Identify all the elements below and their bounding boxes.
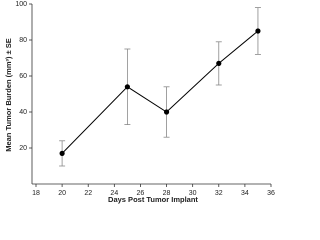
y-tick-label: 40: [19, 109, 27, 116]
x-tick-label: 36: [267, 190, 275, 197]
x-tick-label: 22: [84, 190, 92, 197]
data-point: [163, 109, 170, 115]
data-point: [216, 60, 222, 66]
chart: Days Post Tumor Implant Mean Tumor Burde…: [4, 1, 275, 204]
y-axis-label: Mean Tumor Burden (mm³) ± SE: [4, 38, 13, 152]
data-point: [59, 150, 65, 156]
y-tick-label: 20: [19, 145, 27, 152]
x-tick-label: 30: [189, 190, 197, 197]
x-tick-label: 34: [241, 190, 249, 197]
page: Days Post Tumor Implant Mean Tumor Burde…: [3, 0, 275, 204]
x-tick-label: 28: [163, 190, 171, 197]
x-tick-label: 24: [110, 190, 118, 197]
data-point: [124, 84, 130, 90]
x-tick-label: 26: [137, 190, 145, 197]
y-tick-label: 80: [19, 37, 27, 44]
data-line: [61, 30, 259, 154]
data-point: [255, 28, 261, 34]
x-tick-label: 32: [215, 190, 223, 197]
x-tick-label: 18: [32, 190, 40, 197]
x-tick-label: 20: [58, 190, 66, 197]
x-axis-label: Days Post Tumor Implant: [108, 195, 198, 204]
y-tick-label: 60: [19, 73, 27, 80]
y-tick-label: 100: [15, 1, 27, 8]
